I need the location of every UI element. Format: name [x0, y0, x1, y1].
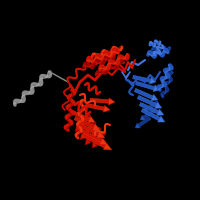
Polygon shape [78, 114, 91, 129]
Polygon shape [139, 102, 159, 114]
Polygon shape [79, 128, 102, 143]
Polygon shape [90, 98, 109, 103]
Polygon shape [92, 142, 98, 148]
Polygon shape [92, 124, 100, 130]
Polygon shape [86, 103, 104, 110]
Polygon shape [103, 143, 112, 150]
Polygon shape [77, 122, 99, 136]
Polygon shape [140, 115, 145, 120]
Polygon shape [97, 131, 105, 138]
Polygon shape [75, 126, 81, 132]
Polygon shape [83, 121, 96, 136]
Polygon shape [71, 110, 90, 121]
Polygon shape [157, 109, 164, 115]
Polygon shape [103, 105, 110, 112]
Polygon shape [99, 138, 108, 145]
Polygon shape [153, 85, 160, 92]
Polygon shape [136, 81, 154, 90]
Polygon shape [138, 117, 151, 127]
Polygon shape [135, 123, 140, 128]
Polygon shape [150, 77, 156, 84]
Polygon shape [88, 116, 95, 123]
Polygon shape [143, 109, 156, 119]
Polygon shape [74, 116, 95, 129]
Polygon shape [137, 95, 157, 107]
Polygon shape [82, 133, 106, 148]
Polygon shape [88, 127, 101, 142]
Polygon shape [94, 131, 106, 145]
Polygon shape [143, 107, 148, 112]
Polygon shape [151, 94, 158, 101]
Polygon shape [85, 139, 91, 145]
Polygon shape [146, 101, 159, 111]
Polygon shape [134, 88, 153, 99]
Polygon shape [141, 108, 160, 121]
Polygon shape [108, 98, 115, 105]
Polygon shape [155, 102, 162, 108]
Polygon shape [158, 116, 165, 122]
Polygon shape [80, 134, 86, 140]
Polygon shape [133, 75, 151, 82]
